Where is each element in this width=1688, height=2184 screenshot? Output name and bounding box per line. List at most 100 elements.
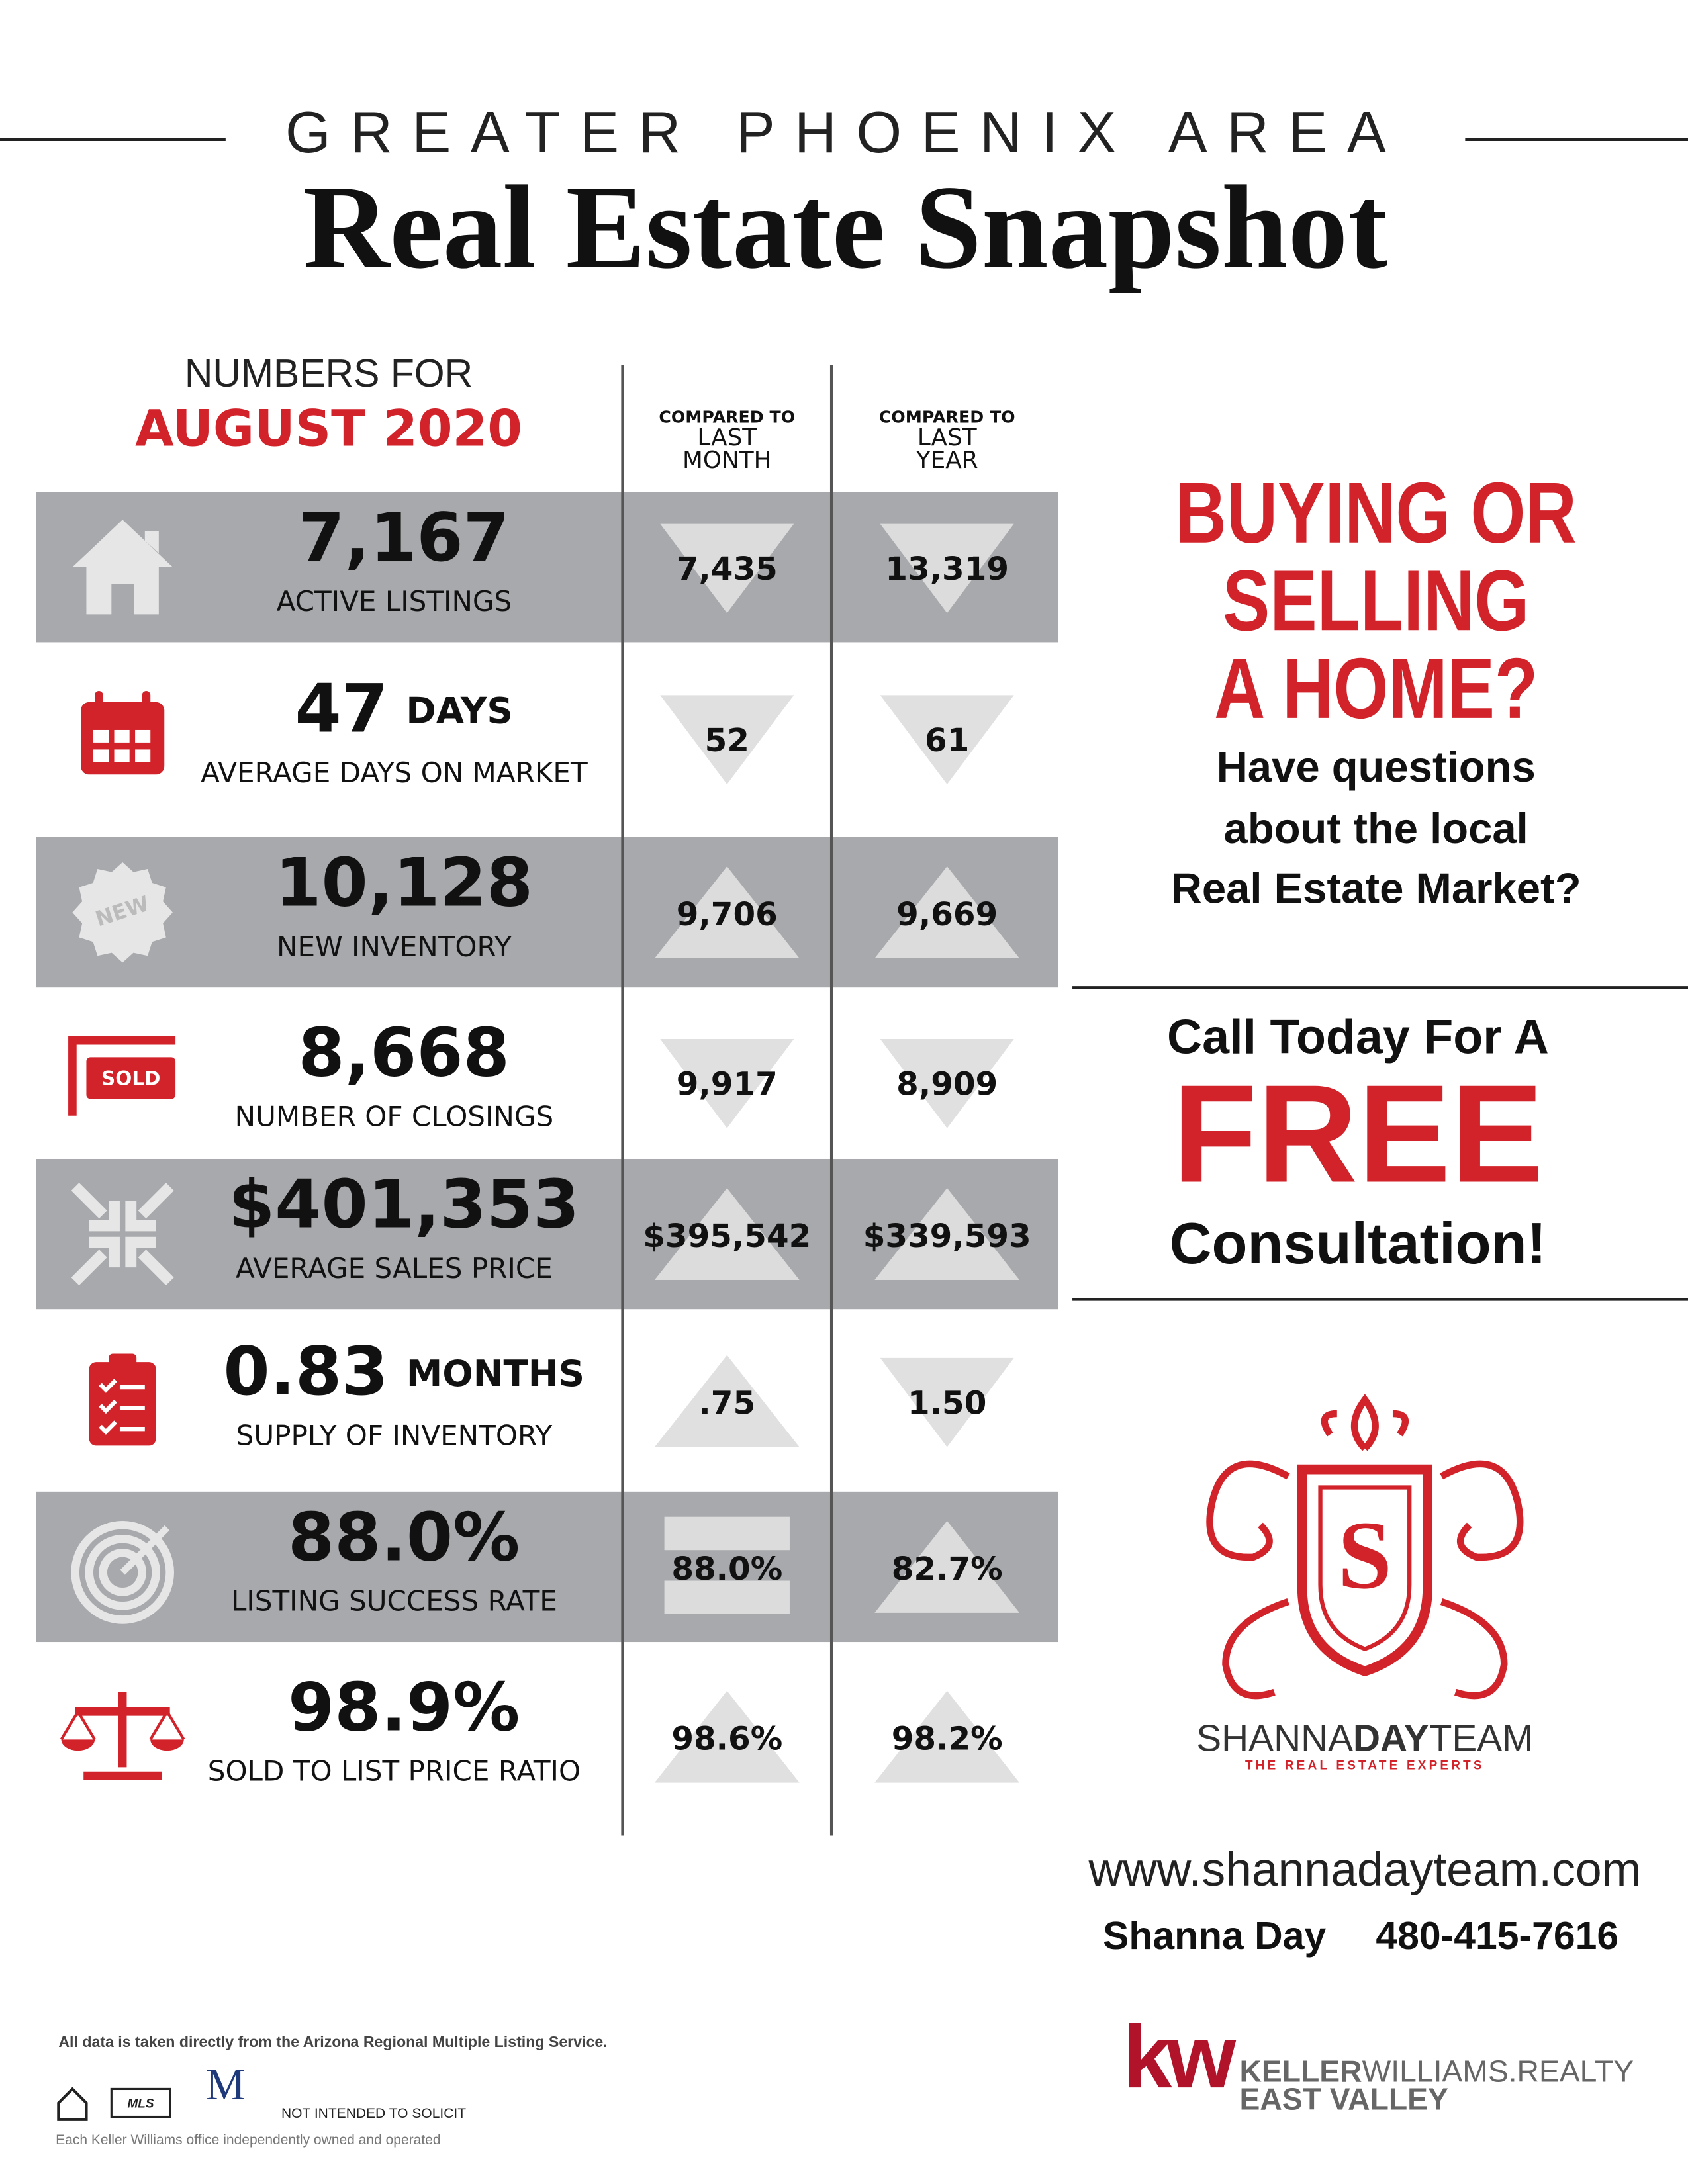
team-logo: [1206, 1394, 1524, 1700]
trend-up: [654, 1355, 800, 1447]
row-band: [36, 1158, 1059, 1310]
check: [99, 1379, 117, 1393]
kw-name: KELLERWILLIAMS.REALTY: [1240, 2054, 1634, 2089]
stat-value: 98.9%: [288, 1668, 520, 1746]
stat-number: 47: [295, 670, 388, 748]
compare-value: 98.2%: [892, 1720, 1003, 1757]
trend-up: [874, 866, 1020, 959]
trend-down: [880, 523, 1014, 614]
promo: BUYING OR SELLING A HOME? Have questions…: [1072, 465, 1688, 1301]
stat-number: 10,128: [275, 844, 533, 922]
mls-badge: [110, 2087, 171, 2118]
trend-up: [654, 866, 800, 959]
scale-pan: [61, 1739, 184, 1751]
stat-number: 88.0%: [288, 1498, 520, 1576]
stats-table: 7,167 ACTIVE LISTINGS 7,435 13,319 47 DAYS AV…: [36, 492, 1059, 1787]
contact-name: Shanna Day: [1103, 1915, 1326, 1958]
stat-number: 8,668: [298, 1013, 509, 1091]
row-band: [36, 1491, 1059, 1643]
trend-equal: [664, 1580, 790, 1614]
calendar-cell: [114, 749, 130, 762]
compare-value: 9,917: [677, 1066, 778, 1103]
mls-label: MLS: [128, 2097, 154, 2111]
trend-down: [660, 695, 794, 785]
stat-unit: DAYS: [406, 690, 512, 732]
trend-up: [874, 1690, 1020, 1783]
arrow-icon: [125, 1236, 174, 1286]
stat-label: SOLD TO LIST PRICE RATIO: [208, 1754, 581, 1787]
compare-value: $395,542: [643, 1218, 811, 1255]
stat-label: ACTIVE LISTINGS: [277, 585, 512, 617]
stat-number: 7,167: [298, 498, 509, 576]
compare-value: 98.6%: [671, 1720, 782, 1757]
compare-value: 52: [705, 722, 749, 759]
title-agency-mark: M: [206, 2060, 246, 2109]
stat-label: NEW INVENTORY: [277, 931, 512, 963]
promo-headline: SELLING: [1223, 553, 1529, 649]
calendar-cell: [135, 749, 151, 762]
trend-down: [880, 695, 1014, 785]
trend-equal: [664, 1516, 790, 1551]
flourish: [1440, 1598, 1508, 1700]
kw-mark: kw: [1123, 2007, 1236, 2107]
compare-value: 8,909: [896, 1066, 998, 1103]
team-name: SHANNADAYTEAM: [1196, 1717, 1533, 1759]
equal-housing-icon: [57, 2087, 88, 2121]
kw-williams: WILLIAMS.: [1362, 2054, 1517, 2089]
calendar-cell: [135, 729, 151, 743]
team-tagline: THE REAL ESTATE EXPERTS: [1245, 1758, 1485, 1772]
compare-value: 88.0%: [671, 1551, 782, 1588]
clipboard-icon: [89, 1362, 156, 1446]
row-band: [36, 837, 1059, 988]
stat-label: AVERAGE SALES PRICE: [236, 1252, 553, 1285]
stat-label: NUMBER OF CLOSINGS: [235, 1100, 554, 1132]
compare-value: 13,319: [885, 551, 1009, 588]
period-intro: NUMBERS FOR: [185, 352, 473, 395]
crest: [1321, 1394, 1409, 1451]
stat-number: 98.9%: [288, 1668, 520, 1746]
column-header: MONTH: [682, 447, 771, 474]
compare-value: 61: [925, 722, 969, 759]
stat-gap: [388, 1352, 406, 1394]
compare-value: .75: [698, 1385, 755, 1422]
source-note: All data is taken directly from the Ariz…: [58, 2033, 607, 2050]
call-line: Call Today For A: [1167, 1009, 1549, 1064]
stat-gap: [388, 690, 406, 732]
kw-office: EAST VALLEY: [1240, 2082, 1448, 2116]
house-icon: [72, 520, 173, 615]
shield-inner: [1318, 1485, 1412, 1651]
calendar-cell: [93, 729, 109, 743]
trend-up: [874, 1188, 1020, 1281]
badge-icon: [72, 862, 173, 963]
compare-value: 9,669: [896, 896, 998, 933]
column-header: LAST: [697, 424, 757, 451]
stat-value: 0.83 MONTHS: [223, 1332, 585, 1410]
flourish: [1222, 1598, 1289, 1700]
stat-unit: MONTHS: [406, 1352, 585, 1394]
column-header: YEAR: [915, 447, 978, 474]
arrow-icon: [71, 1236, 120, 1286]
stat-label: LISTING SUCCESS RATE: [231, 1585, 557, 1617]
stat-label: AVERAGE DAYS ON MARKET: [201, 756, 588, 789]
kicker: GREATER PHOENIX AREA: [285, 99, 1405, 165]
solicit-note: NOT INTENDED TO SOLICIT: [281, 2106, 466, 2121]
team-name-c: TEAM: [1429, 1717, 1534, 1759]
stat-value: 7,167: [298, 498, 509, 576]
calendar-ring: [95, 691, 103, 711]
trend-down: [660, 523, 794, 614]
trend-down: [880, 1039, 1014, 1128]
period-month: AUGUST 2020: [135, 400, 522, 458]
calendar-cell: [93, 749, 109, 762]
team-name-a: SHANNA: [1196, 1717, 1353, 1759]
compare-value: 1.50: [908, 1385, 986, 1422]
title: Real Estate Snapshot: [303, 161, 1388, 294]
trend-up: [874, 1521, 1020, 1613]
column-header: LAST: [917, 424, 977, 451]
target-ring: [99, 1549, 146, 1596]
promo-question: Real Estate Market?: [1171, 864, 1581, 912]
check: [99, 1399, 117, 1414]
clipboard-clip: [109, 1353, 137, 1368]
stat-value: 10,128: [275, 844, 533, 922]
contact-phone: 480-415-7616: [1376, 1915, 1618, 1958]
office-note: Each Keller Williams office independentl…: [56, 2132, 440, 2148]
